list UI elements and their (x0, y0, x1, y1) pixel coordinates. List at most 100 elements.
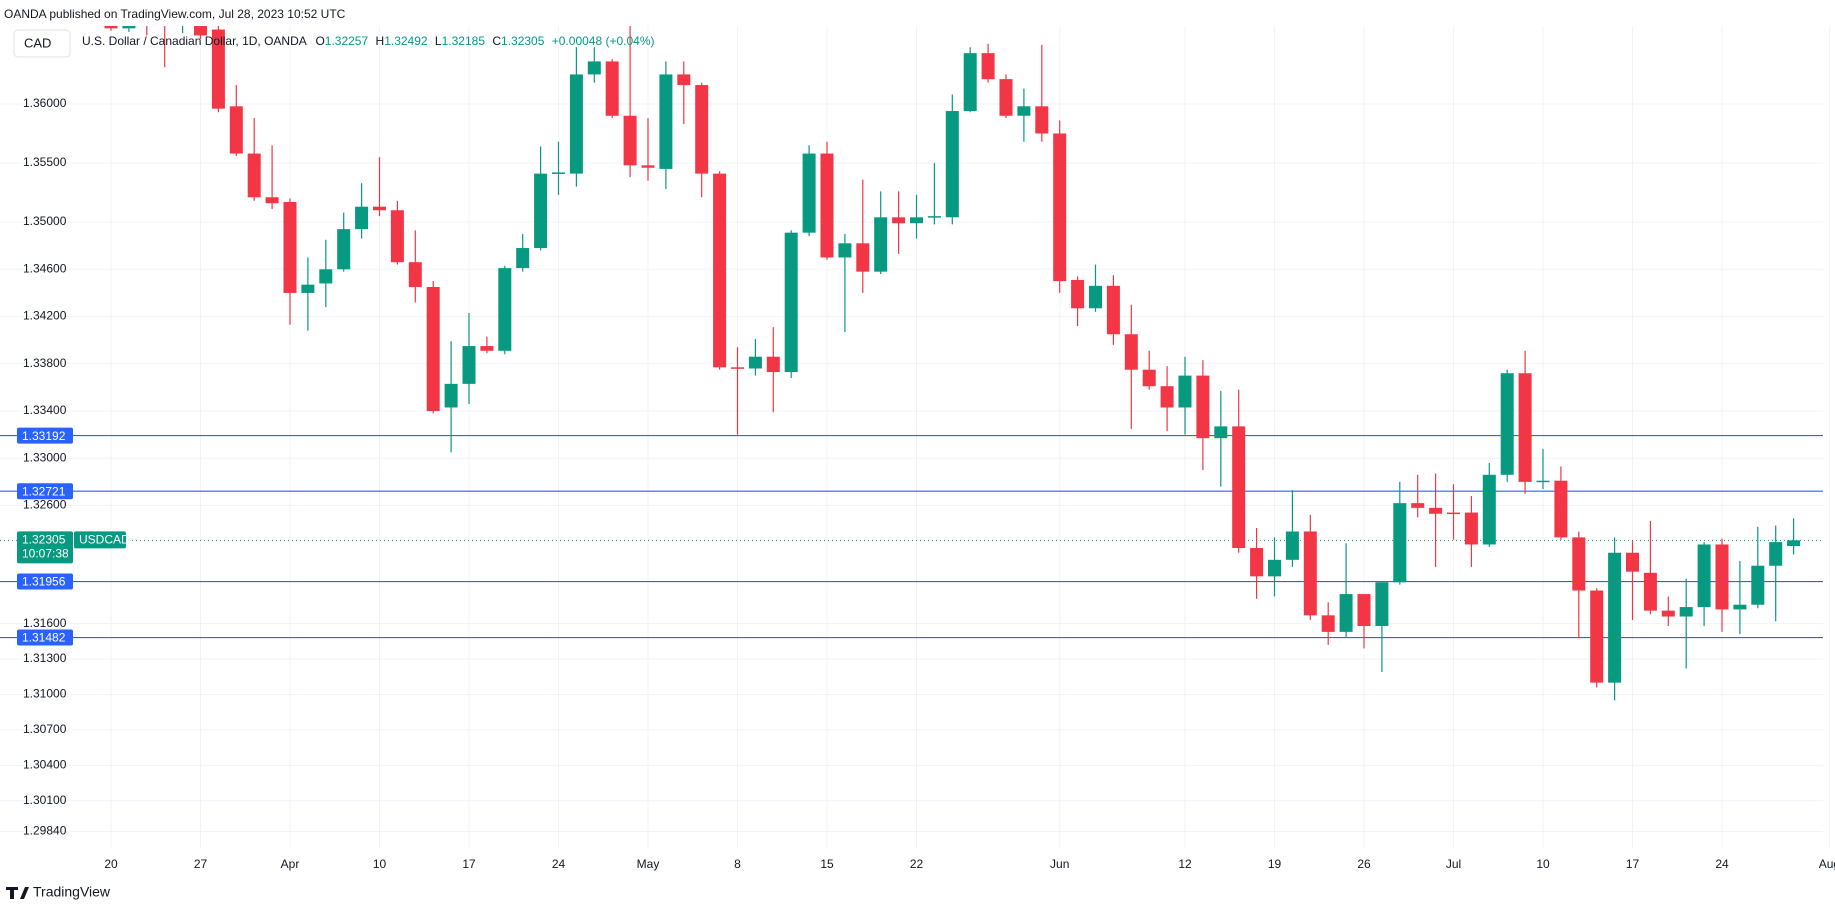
x-tick-label: 12 (1178, 857, 1192, 871)
candle-body (945, 111, 959, 218)
candle-body (802, 153, 816, 233)
candle-body (390, 210, 404, 263)
x-tick-label: 10 (1536, 857, 1550, 871)
candle-body (695, 85, 709, 174)
x-tick-label: 27 (194, 857, 208, 871)
symbol-box[interactable] (13, 29, 71, 58)
candle-body (1411, 503, 1425, 508)
legend-value: 1.32185 (442, 34, 486, 48)
last-price-badge (17, 531, 73, 564)
y-tick-label: 1.31600 (23, 616, 67, 630)
candles (104, 26, 1801, 701)
level-badge (17, 427, 73, 444)
x-tick-label: 19 (1268, 857, 1282, 871)
legend-value: 1.32492 (384, 34, 428, 48)
candle-body (265, 197, 279, 204)
candle-body (1089, 285, 1102, 309)
candle-body (659, 74, 673, 169)
y-tick-label: 1.30400 (23, 757, 67, 771)
y-tick-label: 1.33000 (23, 450, 67, 464)
level-badge (17, 573, 73, 590)
candle-body (301, 284, 315, 293)
x-tick-label: 24 (552, 857, 566, 871)
candle-body (1106, 285, 1120, 335)
candle-body (283, 201, 297, 293)
candle-body (856, 243, 870, 272)
candle-body (999, 79, 1013, 116)
candle-body (1482, 474, 1496, 545)
legend-value: 1.32305 (501, 34, 545, 48)
y-tick-label: 1.32600 (23, 498, 67, 512)
candle-body (1447, 512, 1460, 515)
candle-body (319, 269, 333, 284)
candle-body (229, 106, 243, 154)
x-tick-label: Apr (281, 857, 300, 871)
candle-body (1250, 548, 1264, 577)
y-tick-label: 1.34200 (23, 309, 67, 323)
candle-body (1590, 590, 1604, 683)
candle-body (677, 74, 691, 86)
y-tick-label: 1.35500 (23, 155, 67, 169)
candle-body (766, 356, 780, 373)
candle-body (1357, 594, 1371, 626)
candle-body (1035, 106, 1049, 134)
grid (0, 26, 1830, 848)
symbol-box-label[interactable]: CAD (24, 35, 51, 50)
candle-body (1643, 572, 1657, 611)
legend-key: C (492, 34, 501, 48)
candle-body (1160, 386, 1174, 408)
candle-body (1697, 544, 1711, 608)
level-badge (17, 629, 73, 646)
candle-body (211, 29, 225, 109)
level-label: 1.32721 (22, 484, 66, 498)
x-tick-label: 26 (1357, 857, 1371, 871)
candle-body (1071, 279, 1085, 309)
candle-body (1429, 507, 1443, 514)
candle-body (1178, 375, 1192, 408)
candle-body (748, 356, 762, 369)
candle-body (408, 262, 422, 288)
legend-key: L (435, 34, 442, 48)
last-price-label: 1.32305 (22, 533, 66, 547)
level-label: 1.31482 (22, 631, 66, 645)
candle-body (552, 172, 565, 174)
candle-body (1626, 552, 1639, 572)
candle-body (1124, 334, 1138, 370)
candle-body (820, 153, 834, 258)
labels: 1.36000 1.35500 1.35000 1.34600 1.34200 1.338… (17, 96, 1835, 871)
candle-body (1679, 607, 1693, 617)
countdown: 10:07:38 (22, 547, 69, 561)
x-tick-label: Aug (1819, 857, 1835, 871)
y-tick-label: 1.31300 (23, 651, 67, 665)
candle-body (480, 346, 494, 351)
candle-body (1303, 531, 1317, 616)
candle-body (1464, 512, 1478, 545)
candle-body (1339, 594, 1353, 632)
x-tick-label: 17 (1626, 857, 1640, 871)
y-tick-label: 1.30700 (23, 722, 67, 736)
y-tick-label: 1.29840 (23, 824, 67, 838)
legend-title: U.S. Dollar / Canadian Dollar, 1D, OANDA (82, 34, 307, 48)
x-tick-label: 24 (1715, 857, 1729, 871)
level-label: 1.31956 (22, 575, 66, 589)
candle-body (534, 173, 548, 249)
candle-body (1572, 537, 1586, 591)
legend-change: +0.00048 (+0.04%) (552, 34, 655, 48)
x-tick-label: Jul (1446, 857, 1461, 871)
candle-body (444, 383, 458, 408)
y-tick-label: 1.33800 (23, 356, 67, 370)
y-tick-label: 1.34600 (23, 261, 67, 275)
candle-body (1715, 544, 1729, 610)
x-tick-label: May (637, 857, 660, 871)
candle-body (623, 115, 637, 166)
candle-body (1268, 559, 1281, 577)
header: OANDA published on TradingView.com, Jul … (4, 7, 346, 21)
candle-body (874, 217, 888, 272)
x-tick-label: 17 (462, 857, 476, 871)
legend-value: 1.32257 (325, 34, 369, 48)
candle-body (1733, 604, 1747, 610)
y-tick-label: 1.31000 (23, 687, 67, 701)
candle-body (1375, 582, 1389, 626)
candle-body (516, 248, 530, 269)
